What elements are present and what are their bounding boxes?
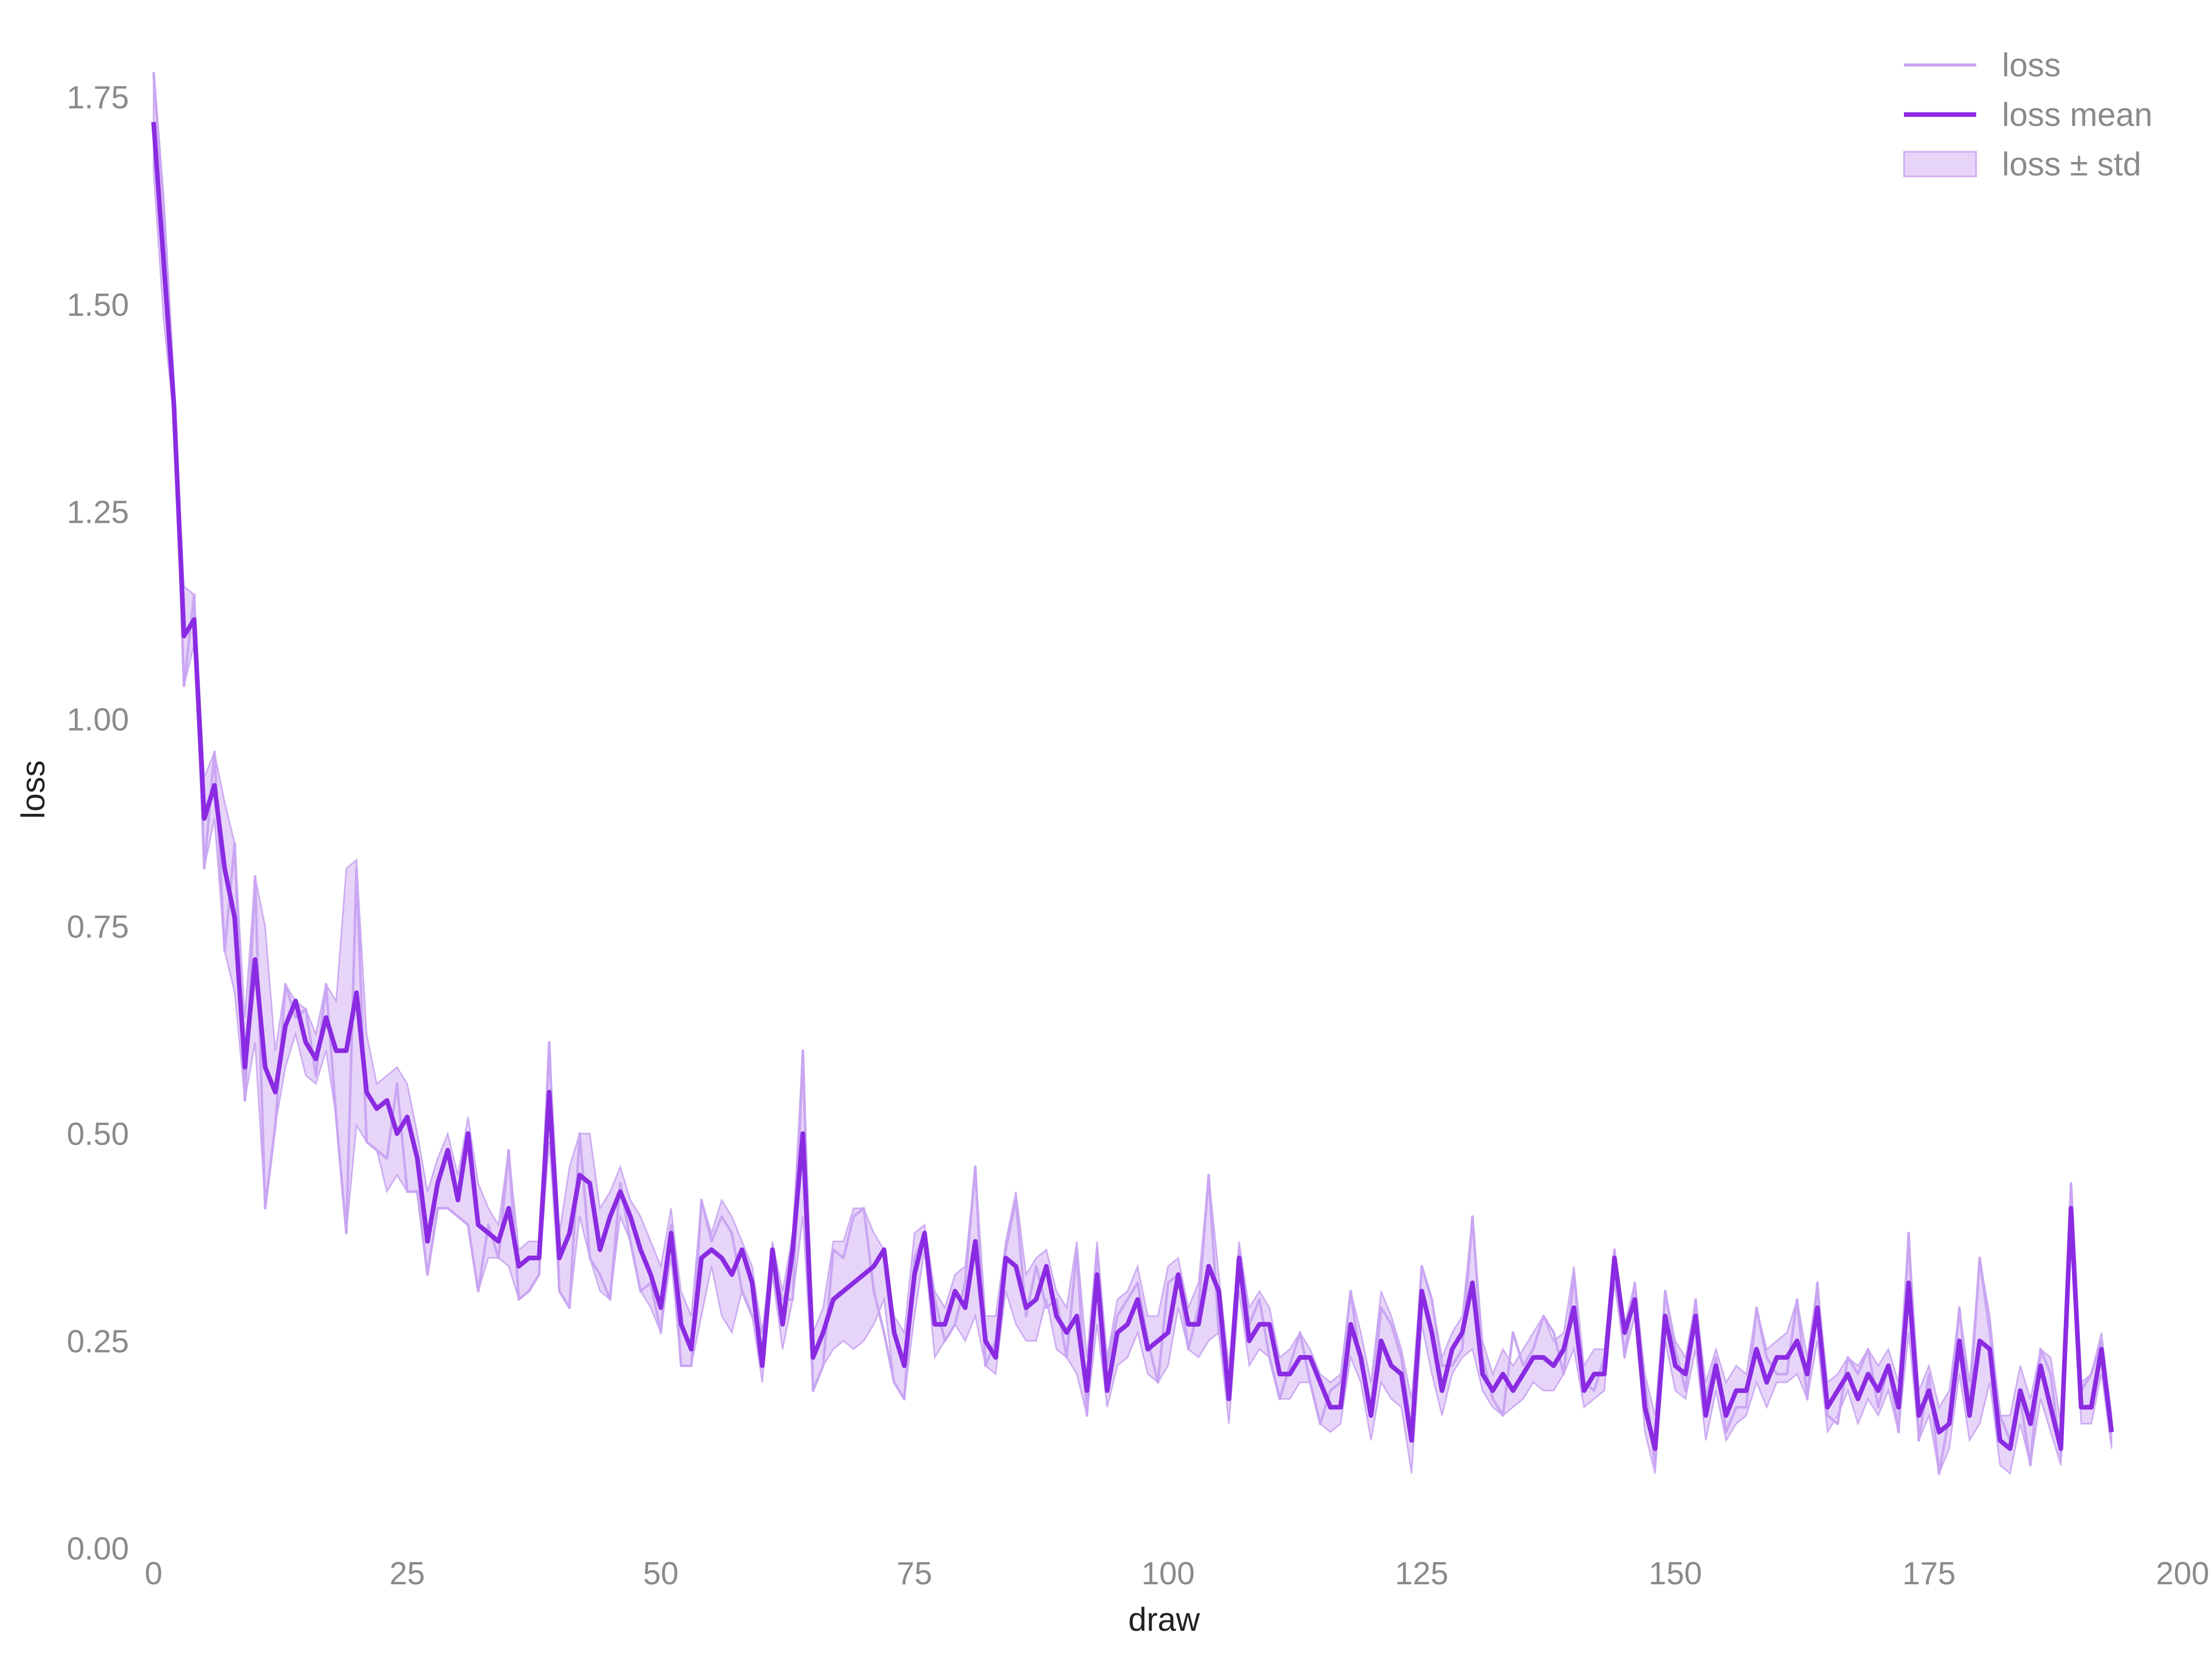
raw-loss-line	[152, 72, 2113, 1475]
y-tick-label: 1.50	[67, 287, 129, 323]
legend-swatch-loss-std	[1903, 151, 1977, 178]
std-band	[153, 72, 2112, 1476]
x-tick-label: 150	[1649, 1556, 1702, 1592]
std-band-layer	[153, 72, 2112, 1476]
x-tick-label: 200	[2156, 1556, 2209, 1592]
legend-label-loss-mean: loss mean	[2002, 96, 2153, 133]
mean-loss-line	[151, 122, 2114, 1451]
y-tick-labels: 0.00 0.25 0.50 0.75 1.00 1.25 1.50 1.75	[67, 80, 129, 1567]
x-tick-label: 0	[144, 1556, 162, 1592]
x-axis-label: draw	[1128, 1601, 1201, 1638]
legend-label-loss: loss	[2002, 46, 2061, 84]
legend: loss loss mean loss ± std	[1903, 46, 2153, 183]
y-tick-label: 0.75	[67, 909, 129, 945]
y-tick-label: 0.50	[67, 1117, 129, 1152]
x-tick-label: 75	[897, 1556, 932, 1592]
x-tick-label: 25	[390, 1556, 425, 1592]
x-tick-label: 100	[1141, 1556, 1194, 1592]
y-tick-label: 1.75	[67, 80, 129, 116]
x-tick-label: 50	[643, 1556, 679, 1592]
y-tick-label: 0.25	[67, 1324, 129, 1359]
mean-loss-layer	[151, 122, 2114, 1451]
x-tick-labels: 0 25 50 75 100 125 150 175 200	[144, 1556, 2209, 1592]
raw-loss-layer	[152, 72, 2113, 1475]
x-tick-label: 175	[1902, 1556, 1956, 1592]
legend-label-loss-std: loss ± std	[2002, 146, 2141, 183]
y-axis-label: loss	[14, 760, 52, 819]
x-tick-label: 125	[1395, 1556, 1448, 1592]
y-tick-label: 1.25	[67, 495, 129, 531]
y-tick-label: 0.00	[67, 1531, 129, 1567]
y-tick-label: 1.00	[67, 702, 129, 737]
